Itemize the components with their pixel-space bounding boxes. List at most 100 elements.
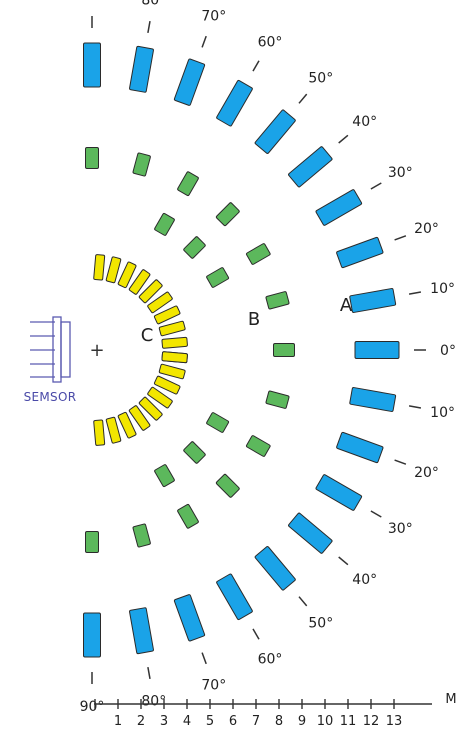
- zone-b-box: [265, 390, 290, 409]
- zone-a-box: [336, 236, 384, 269]
- zone-c-box: [93, 419, 106, 446]
- ruler-mark-label: 13: [386, 714, 403, 729]
- zone-b-box: [215, 202, 240, 227]
- zone-c-box: [93, 254, 106, 281]
- zone-b-box: [177, 504, 199, 529]
- zone-b-box: [246, 435, 271, 457]
- angle-label: 50°: [308, 70, 333, 86]
- zone-c-box: [138, 396, 163, 421]
- angle-label: 20°: [414, 465, 439, 481]
- zone-c-box: [105, 416, 122, 444]
- angle-label: 70°: [201, 678, 226, 694]
- zone-b-box: [206, 267, 230, 288]
- zone-b-box: [177, 171, 199, 196]
- zone-b-box: [85, 531, 99, 553]
- ruler-unit-label: M: [445, 692, 456, 707]
- angle-tick: [252, 60, 260, 72]
- angle-tick: [338, 134, 349, 144]
- zone-b-box: [154, 464, 175, 488]
- zone-b-box: [206, 412, 230, 433]
- angle-tick: [408, 405, 422, 409]
- zone-c-box: [117, 261, 137, 289]
- zone-a-box: [349, 387, 397, 412]
- zone-c-box: [158, 320, 186, 337]
- angle-label: 90°: [80, 0, 105, 3]
- zone-a-box: [254, 109, 296, 154]
- ruler-mark-label: 4: [183, 714, 191, 729]
- angle-tick: [298, 93, 308, 104]
- zone-c-box: [147, 386, 173, 409]
- sensor-label: SEMSOR: [24, 390, 77, 404]
- angle-labels: 90° 90° 80° 80° 70° 70° 60° 60° 50° 50° 40° 40° 30° 3…: [80, 0, 456, 715]
- angle-label: 30°: [388, 521, 413, 537]
- angle-tick: [370, 182, 382, 190]
- zone-c-box: [161, 336, 188, 349]
- zone-a-box: [336, 431, 384, 464]
- angle-label: 60°: [258, 651, 283, 667]
- angle-tick: [201, 652, 207, 665]
- zone-a-box: [173, 58, 206, 106]
- zone-b-box: [215, 473, 240, 498]
- zone-c-box: [147, 291, 173, 314]
- angle-tick: [370, 510, 382, 518]
- zone-a-box: [254, 546, 296, 591]
- ruler-mark-label: 11: [340, 714, 357, 729]
- zone-b-box: [273, 343, 295, 357]
- zone-a-box: [288, 146, 333, 188]
- zone-a-box: [83, 612, 101, 658]
- zone-c-box: [138, 279, 163, 304]
- angle-tick: [147, 20, 151, 34]
- zone-b-box: [154, 212, 175, 236]
- angle-tick: [338, 556, 349, 566]
- angle-label: 10°: [430, 405, 455, 421]
- zone-c-box: [158, 363, 186, 380]
- angle-tick: [394, 459, 407, 465]
- zone-a-box: [315, 474, 363, 511]
- zone-b-box: [132, 523, 151, 548]
- angle-label: 40°: [352, 572, 377, 588]
- angle-tick: [252, 628, 260, 640]
- ruler-mark-label: 6: [229, 714, 237, 729]
- zone-c-box: [128, 269, 151, 295]
- angle-tick: [394, 235, 407, 241]
- ruler-mark-label: 2: [137, 714, 145, 729]
- zone-c-box: [161, 351, 188, 364]
- zone-a-box: [354, 341, 400, 359]
- ruler-mark-label: 10: [317, 714, 334, 729]
- zone-b-box: [265, 291, 290, 310]
- angle-label: 40°: [352, 114, 377, 130]
- zone-a-box: [216, 79, 253, 127]
- ruler-mark-label: 5: [206, 714, 214, 729]
- zone-c-box: [105, 256, 122, 284]
- angle-label: 10°: [430, 281, 455, 297]
- angle-tick: [298, 596, 308, 607]
- zone-a-box: [349, 288, 397, 313]
- zone-b-box: [246, 243, 271, 265]
- angle-tick-marks: [91, 16, 426, 684]
- sensor-icon: [30, 316, 71, 383]
- zone-a-box: [216, 573, 253, 621]
- zone-c-box: [153, 375, 181, 395]
- ruler-mark-label: 1: [114, 714, 122, 729]
- angle-tick: [408, 291, 422, 295]
- zone-c-box: [153, 305, 181, 325]
- zone-b-box: [132, 152, 151, 177]
- angle-label: 60°: [258, 35, 283, 51]
- angle-label: 0°: [440, 343, 456, 359]
- angle-tick: [201, 35, 207, 48]
- zone-c-box: [117, 411, 137, 439]
- zone-label-c: C: [141, 325, 154, 346]
- zone-b-box: [183, 236, 206, 259]
- angle-label: 70°: [201, 9, 226, 25]
- zone-a-box: [288, 512, 333, 554]
- zone-b-box: [85, 147, 99, 169]
- ruler-mark-label: 3: [160, 714, 168, 729]
- angle-label: 90°: [80, 699, 105, 715]
- ruler-mark-label: 8: [275, 714, 283, 729]
- ruler-mark-label: 9: [298, 714, 306, 729]
- ruler-mark-label: 12: [363, 714, 380, 729]
- zone-c-box: [128, 405, 151, 431]
- zone-a-box: [129, 607, 154, 655]
- distance-ruler: 1 2 3 4 5 6 7 8 9 10 11 12 13 M: [94, 692, 457, 729]
